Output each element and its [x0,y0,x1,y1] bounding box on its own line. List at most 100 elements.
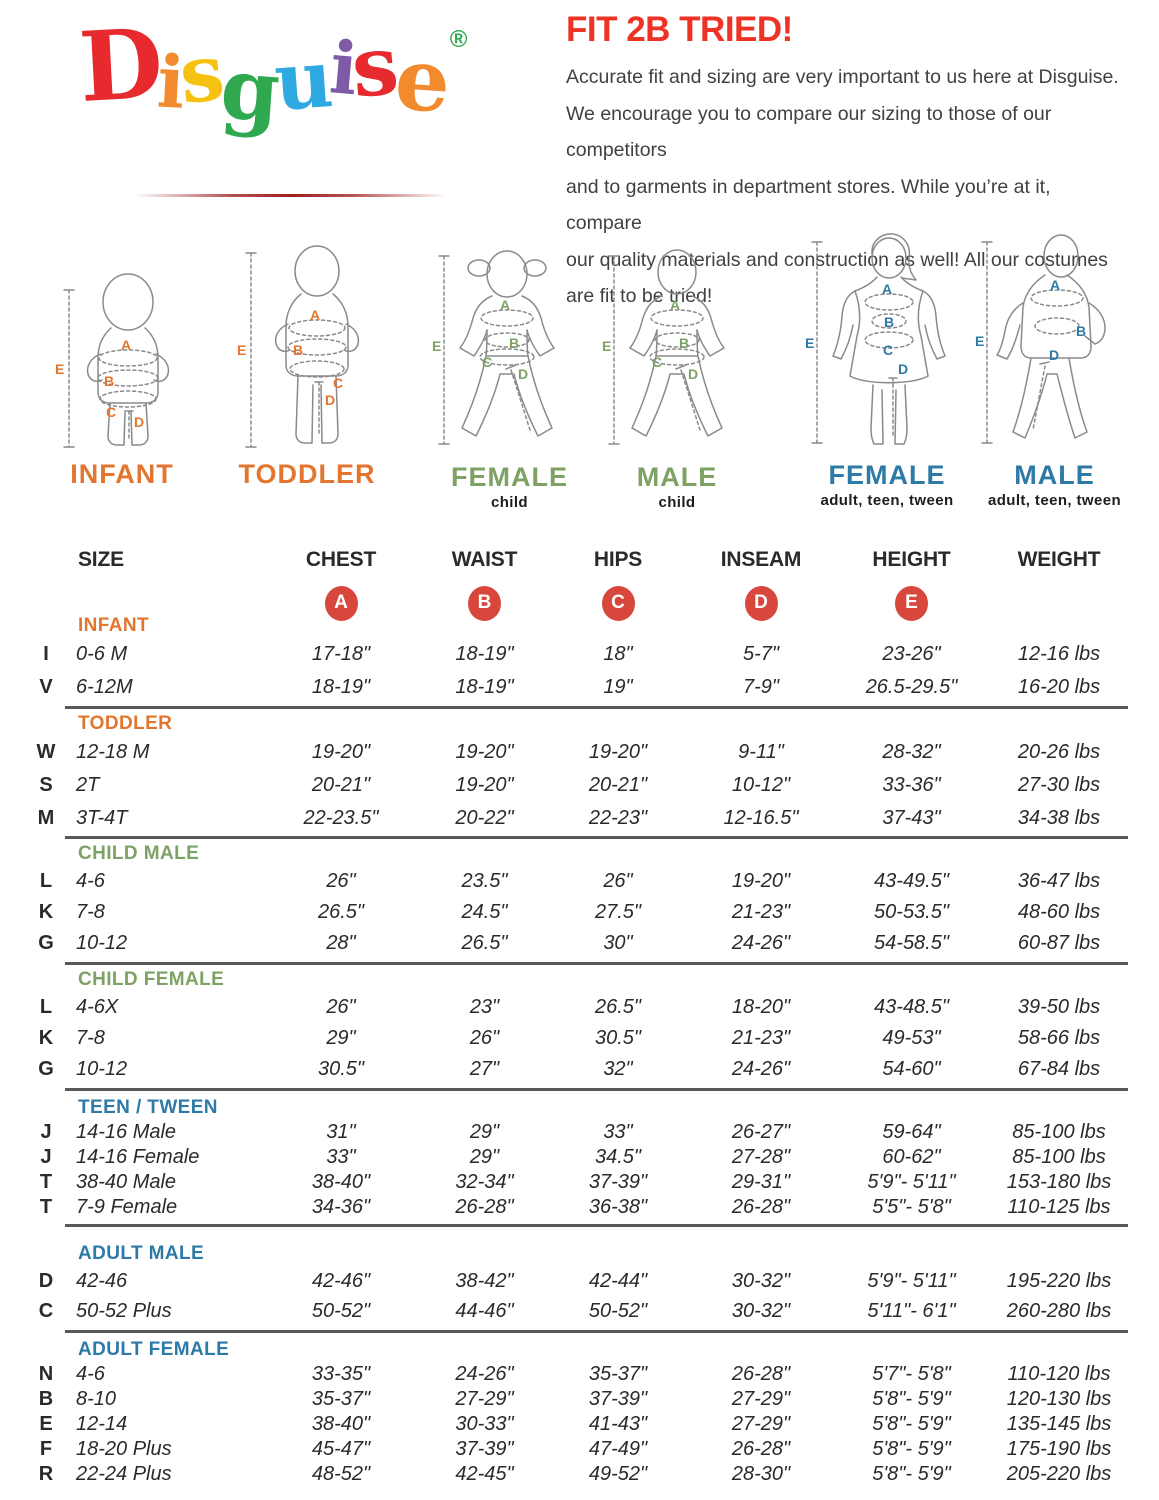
row-value: 17-18" [311,643,371,665]
row-value: 30-33" [455,1413,514,1435]
row-code: C [38,1299,54,1322]
row-value: 5'7"- 5'8" [872,1363,951,1385]
row-value: 26-27" [731,1121,791,1143]
logo-letter: D [76,7,162,125]
row-value: 42-45" [455,1463,514,1485]
table-row: F 18-20 Plus 45-47" 37-39" 47-49" 26-28" 5'8"-… [30,1437,1130,1462]
section-header: INFANT [78,615,150,636]
row-value: 26-28" [455,1196,514,1218]
measure-letter-d: D [1049,347,1059,363]
intro-line: We encourage you to compare our sizing t… [566,102,1052,162]
measure-letter-c: C [333,375,343,391]
table-row: S 2T 20-21" 19-20" 20-21" 10-12" 33-36" 27-30 l… [30,769,1130,802]
section-divider [65,962,1128,965]
badge-cell: D [687,585,835,621]
badge-cell: B [420,585,549,621]
row-code: T [39,1196,53,1218]
row-value: 5'9"- 5'11" [867,1171,956,1193]
row-value: 32-34" [455,1171,514,1193]
measure-letter-a: A [670,297,680,313]
row-code: J [40,1146,52,1168]
logo-underline [135,194,447,197]
section-divider [65,1088,1128,1091]
height-measure-line [62,289,75,448]
female-adult-figure-drawing: A B C D E [805,233,946,445]
body-outline [831,233,946,445]
registered-trademark: ® [449,26,468,53]
toddler-figure-drawing: A B C D E [237,245,360,448]
measure-rings [863,293,914,439]
row-value: 27" [469,1058,500,1080]
row-size: 4-6X [76,996,119,1018]
row-value: 45-47" [311,1438,371,1460]
figure-label: MALE [636,462,718,492]
row-size: 7-8 [76,1027,105,1049]
row-value: 18" [603,643,633,665]
row-value: 5'9"- 5'11" [867,1269,956,1292]
section-header: CHILD FEMALE [78,969,225,990]
row-code: N [38,1363,54,1385]
row-value: 18-19" [455,643,514,665]
male-adult-figure-drawing: A B D E [975,234,1106,444]
body-outline [86,273,169,446]
row-value: 26" [326,996,356,1018]
row-code: D [38,1269,54,1292]
row-code: K [38,901,54,923]
height-measure-line [245,252,257,448]
page-title: FIT 2B TRIED! [566,10,793,49]
size-table: SIZE CHEST WAIST HIPS INSEAM HEIGHT WEIGHT A B C… [30,540,1130,1495]
intro-line: and to garments in department stores. Wh… [566,175,1051,235]
row-value: 42-44" [588,1269,648,1292]
table-row: E 12-14 38-40" 30-33" 41-43" 27-29" 5'8"- 5'9"… [30,1412,1130,1437]
section-divider [65,1330,1128,1333]
row-value: 21-23" [731,901,791,923]
row-value: 38-40" [311,1171,371,1193]
row-value: 37-39" [455,1438,514,1460]
row-value: 16-20 lbs [1017,676,1101,698]
row-value: 85-100 lbs [1012,1121,1106,1143]
table-row: B 8-10 35-37" 27-29" 37-39" 27-29" 5'8"- 5'9" 1… [30,1387,1130,1412]
row-value: 23" [469,996,500,1018]
row-value: 33" [326,1146,356,1168]
body-outline [629,249,725,437]
row-value: 18-19" [455,676,514,698]
row-value: 47-49" [588,1438,648,1460]
section-header: ADULT MALE [78,1243,205,1264]
figure-sublabel: adult, teen, tween [987,492,1122,509]
row-code: W [36,741,56,763]
row-value: 60-87 lbs [1017,932,1101,954]
row-size: 2T [76,774,100,796]
body-outline [995,234,1106,439]
row-value: 195-220 lbs [1006,1269,1112,1292]
measure-letter-d: D [325,392,335,408]
row-value: 44-46" [455,1299,514,1322]
row-value: 58-66 lbs [1017,1027,1101,1049]
measure-letter-c: C [106,404,116,420]
row-value: 120-130 lbs [1006,1388,1112,1410]
table-row: W 12-18 M 19-20" 19-20" 19-20" 9-11" 28-32" 20-… [30,736,1130,769]
row-value: 43-49.5" [874,870,949,892]
measure-rings [649,309,705,431]
figure-female-child: A B C D E FEMALE child [432,236,587,511]
intro-body: Accurate fit and sizing are very importa… [566,59,1126,315]
row-value: 20-22" [455,807,514,829]
height-measure-line [438,255,450,445]
row-value: 31" [326,1121,356,1143]
badge-cell: E [835,585,988,621]
section-header: ADULT FEMALE [78,1339,230,1360]
row-value: 135-145 lbs [1006,1413,1112,1435]
row-code: T [39,1171,53,1193]
row-code: B [38,1388,54,1410]
row-value: 33" [603,1121,633,1143]
row-value: 27.5" [594,901,642,923]
logo-letter: u [271,31,333,129]
measure-letter-a: A [500,297,510,313]
table-header-row: SIZE CHEST WAIST HIPS INSEAM HEIGHT WEIGHT [30,545,1130,575]
row-value: 32" [603,1058,633,1080]
table-row: V 6-12M 18-19" 18-19" 19" 7-9" 26.5-29.5" 16-20… [30,671,1130,704]
row-value: 5'8"- 5'9" [872,1413,951,1435]
badge-row: A B C D E [30,585,1130,621]
table-row: J 14-16 Female 33" 29" 34.5" 27-28" 60-62" 85-1… [30,1145,1130,1170]
measure-badge-b: B [468,585,501,621]
row-value: 22-23.5" [303,807,379,829]
